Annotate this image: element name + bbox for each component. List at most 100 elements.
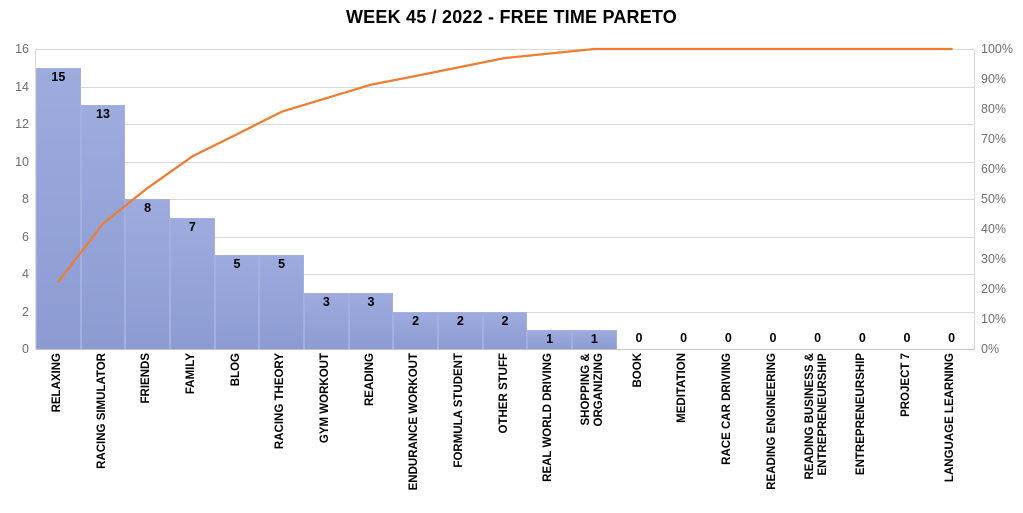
bar xyxy=(36,67,81,349)
category-axis: RELAXING RACING SIMULATOR FRIENDS FAMILY BLO… xyxy=(35,353,973,511)
right-axis-tick: 0% xyxy=(981,342,1000,356)
bar xyxy=(527,330,572,349)
gridline xyxy=(36,274,974,275)
bar-value-label: 0 xyxy=(903,331,911,345)
bar-value-label: 0 xyxy=(769,331,777,345)
category-label-text: BOOK xyxy=(631,353,644,388)
bar-value-label: 7 xyxy=(188,219,196,234)
bar xyxy=(348,292,394,349)
category-label-text: OTHER STUFF xyxy=(497,353,510,434)
category-label: READING xyxy=(348,353,393,511)
bar-value-label: 1 xyxy=(546,332,554,347)
bar-value-label: 0 xyxy=(948,331,956,345)
bar-value-label: 0 xyxy=(724,331,732,345)
plot-area: 15 13 8 7 5 5 3 3 2 2 2 1 1 0 0 0 0 0 0 0 0 xyxy=(35,47,975,350)
category-label-text: FORMULA STUDENT xyxy=(452,353,465,468)
right-axis-tick: 40% xyxy=(981,222,1007,236)
category-label: MEDITATION xyxy=(660,353,705,511)
right-axis-tick: 20% xyxy=(981,282,1007,296)
category-label: OTHER STUFF xyxy=(482,353,527,511)
gridline xyxy=(36,124,974,125)
category-label: REAL WORLD DRIVING xyxy=(526,353,571,511)
gridline xyxy=(36,86,974,88)
left-axis-tick: 6 xyxy=(22,229,29,244)
category-label: ENDURANCE WORKOUT xyxy=(392,353,437,511)
category-label-text: READING xyxy=(363,353,376,407)
bar xyxy=(304,292,349,349)
category-label-text: SHOPPING & ORGANIZING xyxy=(580,353,606,427)
category-label: BOOK xyxy=(616,353,661,511)
category-label-text: BLOG xyxy=(229,353,242,387)
category-label: RACE CAR DRIVING xyxy=(705,353,750,511)
bar xyxy=(572,330,617,349)
category-label: RACING SIMULATOR xyxy=(80,353,125,511)
left-axis-tick: 12 xyxy=(15,117,29,131)
bar xyxy=(259,255,304,349)
category-label-text: REAL WORLD DRIVING xyxy=(542,353,555,482)
gridline xyxy=(36,161,974,163)
bar-value-label: 2 xyxy=(501,313,509,328)
left-axis-tick: 2 xyxy=(22,304,29,319)
category-label: FORMULA STUDENT xyxy=(437,353,482,511)
category-label-text: RACING SIMULATOR xyxy=(95,353,108,469)
bar-value-label: 0 xyxy=(814,331,822,345)
bar-value-label: 0 xyxy=(858,331,866,345)
category-label-text: ENTREPRENEURSHIP xyxy=(854,353,867,476)
category-label: GYM WORKOUT xyxy=(303,353,348,511)
category-label-text: READING BUSINESS & ENTREPRENEURSHIP xyxy=(803,353,829,480)
right-axis-tick: 90% xyxy=(981,72,1007,86)
category-label: SHOPPING & ORGANIZING xyxy=(571,353,616,511)
bar-value-label: 13 xyxy=(96,107,110,122)
bar xyxy=(125,199,170,349)
gridline xyxy=(36,236,974,238)
right-axis: 0% 10% 20% 30% 40% 50% 60% 70% 80% 90% 100% xyxy=(981,43,1023,356)
category-label-text: RACE CAR DRIVING xyxy=(720,353,733,465)
left-axis: 0 2 4 6 8 10 12 14 16 xyxy=(0,43,29,356)
category-label-text: RACING THEORY xyxy=(274,353,287,450)
category-label: FAMILY xyxy=(169,353,214,511)
bar-value-label: 2 xyxy=(412,313,420,328)
bar-value-label: 0 xyxy=(635,331,643,345)
category-label: READING BUSINESS & ENTREPRENEURSHIP xyxy=(794,353,839,511)
bar-value-label: 5 xyxy=(233,257,241,272)
bar-value-label: 5 xyxy=(278,257,286,272)
category-label: READING ENGINEERING xyxy=(750,353,795,511)
category-label: ENTREPRENEURSHIP xyxy=(839,353,884,511)
bar xyxy=(482,311,528,349)
category-label: RELAXING xyxy=(35,353,80,511)
category-label-text: RELAXING xyxy=(50,353,63,413)
category-label-text: LANGUAGE LEARNING xyxy=(944,353,957,483)
category-label-text: FRIENDS xyxy=(140,353,153,404)
bar-value-label: 2 xyxy=(456,313,464,328)
left-axis-tick: 8 xyxy=(22,192,29,206)
gridline xyxy=(36,49,974,50)
right-axis-tick: 100% xyxy=(981,42,1013,56)
category-label: LANGUAGE LEARNING xyxy=(928,353,973,511)
bar-value-label: 1 xyxy=(590,332,598,347)
left-axis-tick: 14 xyxy=(15,79,29,94)
bar-value-label: 15 xyxy=(51,69,66,84)
right-axis-tick: 70% xyxy=(981,132,1007,146)
category-label-text: FAMILY xyxy=(184,353,197,395)
bar xyxy=(170,217,215,349)
category-label: PROJECT 7 xyxy=(884,353,929,511)
bar-value-label: 8 xyxy=(144,201,152,215)
chart-title: WEEK 45 / 2022 - FREE TIME PARETO xyxy=(345,7,677,27)
category-label-text: ENDURANCE WORKOUT xyxy=(408,353,421,491)
left-axis-tick: 0 xyxy=(22,342,29,356)
bar xyxy=(393,311,438,349)
category-label-text: READING ENGINEERING xyxy=(765,353,778,490)
category-label-text: PROJECT 7 xyxy=(899,353,912,417)
gridline xyxy=(36,199,974,200)
right-axis-tick: 10% xyxy=(981,312,1007,326)
category-label: BLOG xyxy=(214,353,259,511)
bar xyxy=(80,105,126,349)
left-axis-tick: 16 xyxy=(15,42,29,56)
bar-value-label: 0 xyxy=(680,331,688,345)
left-axis-tick: 10 xyxy=(15,154,29,169)
category-label-text: MEDITATION xyxy=(676,353,689,423)
category-label-text: GYM WORKOUT xyxy=(318,353,331,444)
right-axis-tick: 80% xyxy=(981,102,1007,116)
bar xyxy=(438,311,483,349)
bar-value-label: 3 xyxy=(322,294,330,309)
